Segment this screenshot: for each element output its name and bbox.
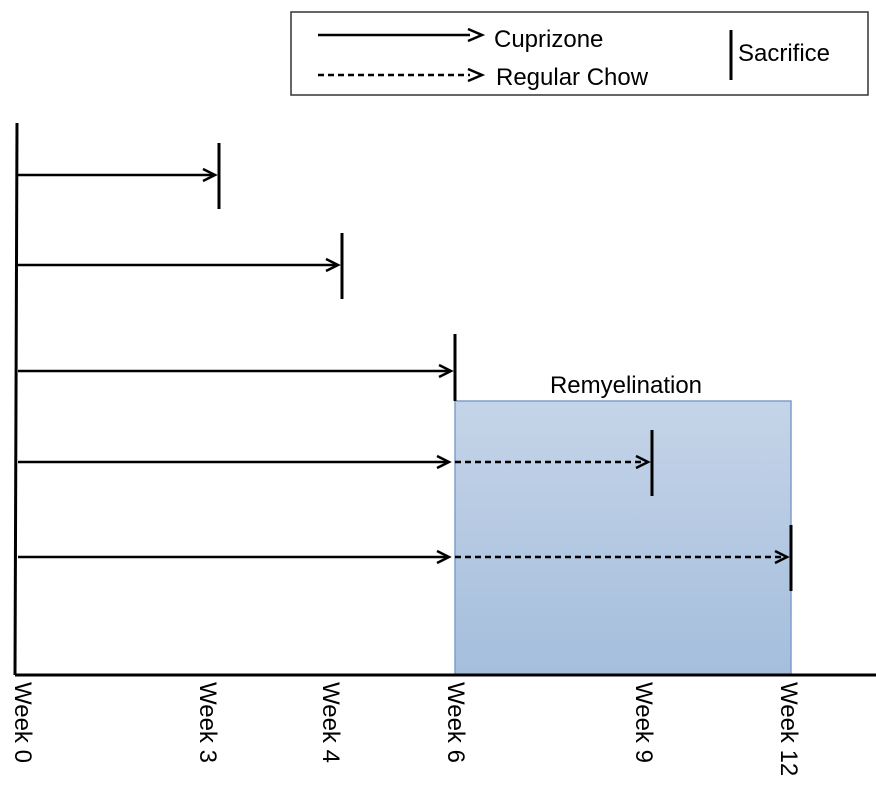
x-axis-label: Week 0 [9, 682, 36, 763]
group-timeline-2 [18, 233, 344, 299]
group-timeline-3 [18, 334, 457, 401]
legend-cuprizone-label: Cuprizone [494, 26, 603, 53]
remyelination-region: Remyelination [454, 372, 792, 676]
chow-arrowhead [635, 454, 651, 470]
legend-sacrifice-label: Sacrifice [738, 40, 830, 67]
x-axis-label: Week 4 [317, 682, 344, 763]
cuprizone-arrowhead [436, 549, 452, 565]
legend-chow-arrowhead [467, 67, 486, 83]
group-timelines [18, 143, 793, 591]
chow-arrowhead [774, 549, 790, 565]
remyelination-label: Remyelination [550, 372, 702, 399]
cuprizone-arrowhead [438, 363, 454, 379]
group-timeline-4 [18, 430, 654, 496]
x-axis-labels: Week 0 Week 3 Week 4 Week 6 Week 9 Week 12 [9, 682, 802, 776]
legend-chow-label: Regular Chow [496, 64, 649, 91]
cuprizone-arrowhead [325, 257, 341, 273]
legend-box [290, 11, 869, 96]
x-axis-label: Week 12 [775, 682, 802, 776]
x-axis-label: Week 3 [194, 682, 221, 763]
y-axis [13, 122, 19, 676]
x-axis-label: Week 9 [630, 682, 657, 763]
legend-cuprizone-arrowhead [467, 27, 486, 43]
group-timeline-1 [18, 143, 221, 209]
x-axis-label: Week 6 [442, 682, 469, 763]
cuprizone-arrowhead [202, 167, 218, 183]
group-timeline-5 [18, 525, 793, 591]
legend: Cuprizone Regular Chow Sacrifice [290, 11, 869, 96]
remyelination-box [454, 400, 792, 676]
cuprizone-arrowhead [436, 454, 452, 470]
